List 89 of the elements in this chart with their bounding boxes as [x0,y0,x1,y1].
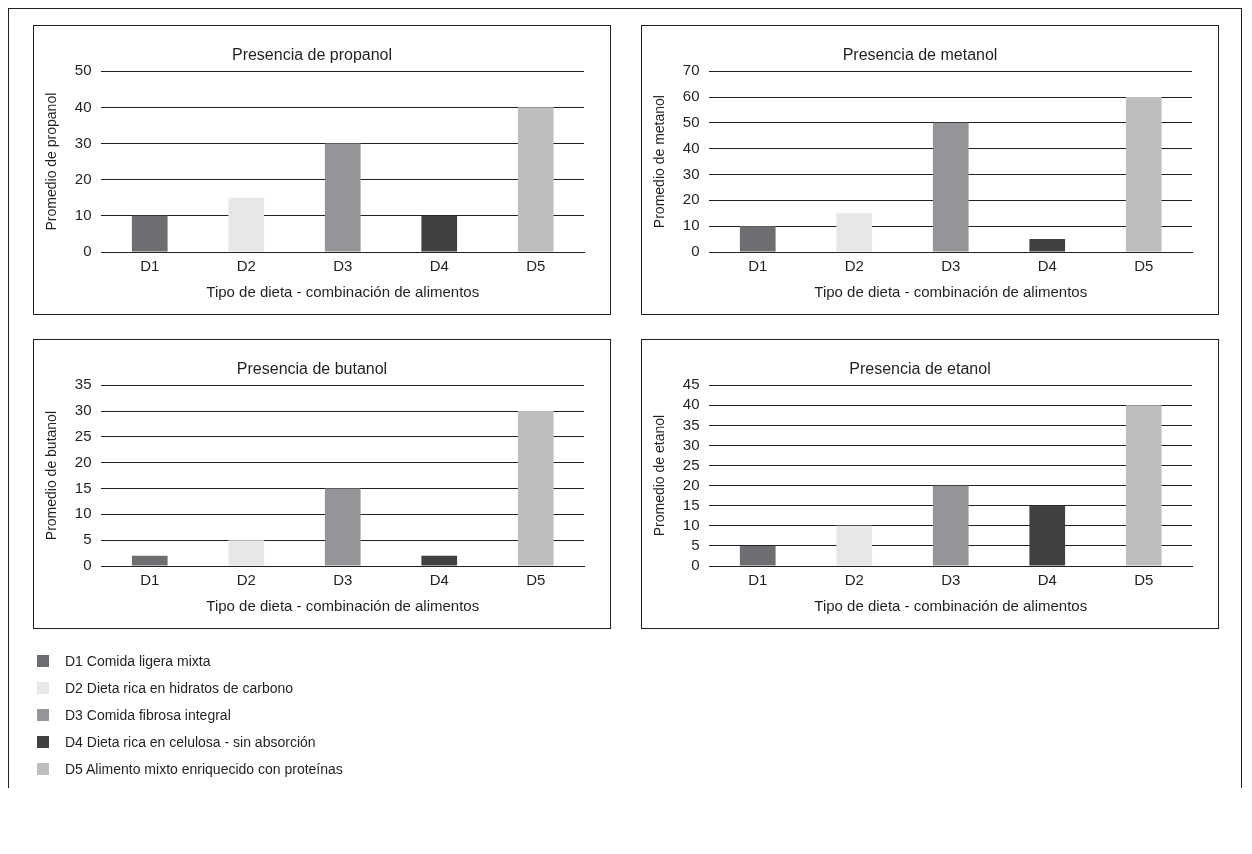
x-tick-label: D1 [140,571,160,589]
x-tick-label: D1 [140,257,160,275]
x-tick-label: D2 [844,571,864,589]
y-tick-label: 0 [691,556,700,574]
bar [131,215,168,252]
x-axis-title: Tipo de dieta - combinación de alimentos [206,283,480,301]
x-tick-label: D2 [236,571,256,589]
bar [739,545,776,566]
category-label: D1 Comida ligera mixta [65,652,211,669]
bar [421,555,458,566]
y-tick-label: 15 [682,495,700,513]
y-tick-label: 10 [74,205,92,223]
category-label: D5 Alimento mixto enriquecido con proteínas [65,760,343,777]
y-tick-label: 0 [691,242,700,260]
y-tick-label: 40 [682,395,700,413]
y-tick-label: 40 [682,138,700,156]
bar [1125,405,1162,566]
x-tick-label: D2 [236,257,256,275]
y-tick-label: 30 [682,164,700,182]
x-tick-label: D4 [1037,257,1057,275]
y-tick-label: 30 [74,401,92,419]
y-tick-label: 10 [682,216,700,234]
y-tick-label: 25 [74,427,92,444]
x-tick-label: D5 [526,257,546,275]
x-tick-label: D4 [429,257,449,275]
y-tick-label: 20 [682,475,700,493]
y-tick-label: 30 [74,133,92,151]
x-tick-label: D1 [748,571,768,589]
y-tick-label: 20 [74,169,92,187]
chart-title: Presencia de propanol [231,46,393,64]
x-axis-title: Tipo de dieta - combinación de alimentos [206,597,480,615]
bar [517,411,554,566]
y-tick-label: 0 [83,556,92,574]
chart-title: Presencia de etanol [849,360,991,378]
y-tick-label: 5 [691,536,700,554]
bar [836,213,873,252]
bar [932,122,969,252]
y-tick-label: 25 [682,455,700,473]
bar [1029,239,1066,252]
bar [228,540,265,566]
category-label: D4 Dieta rica en celulosa - sin absorción [65,733,316,750]
y-tick-label: 50 [74,61,92,79]
y-tick-label: 10 [682,515,700,533]
bar [517,107,554,252]
x-tick-label: D5 [1134,571,1154,589]
bar [324,488,361,566]
bar [932,485,969,566]
x-tick-label: D5 [526,571,546,589]
category-label: D3 Comida fibrosa integral [65,706,231,723]
y-tick-label: 20 [74,452,92,470]
y-tick-label: 20 [682,190,700,208]
y-tick-label: 70 [682,61,700,79]
bar [324,143,361,252]
y-tick-label: 35 [74,375,92,393]
category-label: D2 Dieta rica en hidratos de carbono [65,679,294,696]
x-tick-label: D4 [1037,571,1057,589]
x-tick-label: D3 [333,571,353,589]
y-tick-label: 30 [682,435,700,453]
chart-title: Presencia de butanol [236,360,388,378]
x-tick-label: D3 [333,257,353,275]
y-tick-label: 10 [74,504,92,522]
y-axis-title: Promedio de etanol [651,414,668,537]
bar [739,226,776,252]
y-tick-label: 35 [682,415,700,433]
x-tick-label: D1 [748,257,768,275]
bar [228,197,265,252]
bar [131,555,168,566]
x-axis-title: Tipo de dieta - combinación de alimentos [814,597,1088,615]
y-tick-label: 5 [83,530,92,548]
y-tick-label: 15 [74,478,92,496]
y-axis-title: Promedio de butanol [43,411,60,541]
chart-title: Presencia de metanol [842,46,998,64]
x-tick-label: D5 [1134,257,1154,275]
y-tick-label: 45 [682,375,700,393]
y-axis-title: Promedio de propanol [43,92,60,231]
x-tick-label: D2 [844,257,864,275]
bar [1125,97,1162,252]
y-tick-label: 60 [682,87,700,105]
x-tick-label: D3 [941,571,961,589]
x-axis-title: Tipo de dieta - combinación de alimentos [814,283,1088,301]
bar [421,215,458,252]
x-tick-label: D4 [429,571,449,589]
y-axis-title: Promedio de metanol [651,95,668,229]
y-tick-label: 50 [682,113,700,130]
bar [1029,505,1066,566]
y-tick-label: 40 [74,97,92,115]
y-tick-label: 0 [83,242,92,260]
x-tick-label: D3 [941,257,961,275]
bar [836,525,873,566]
